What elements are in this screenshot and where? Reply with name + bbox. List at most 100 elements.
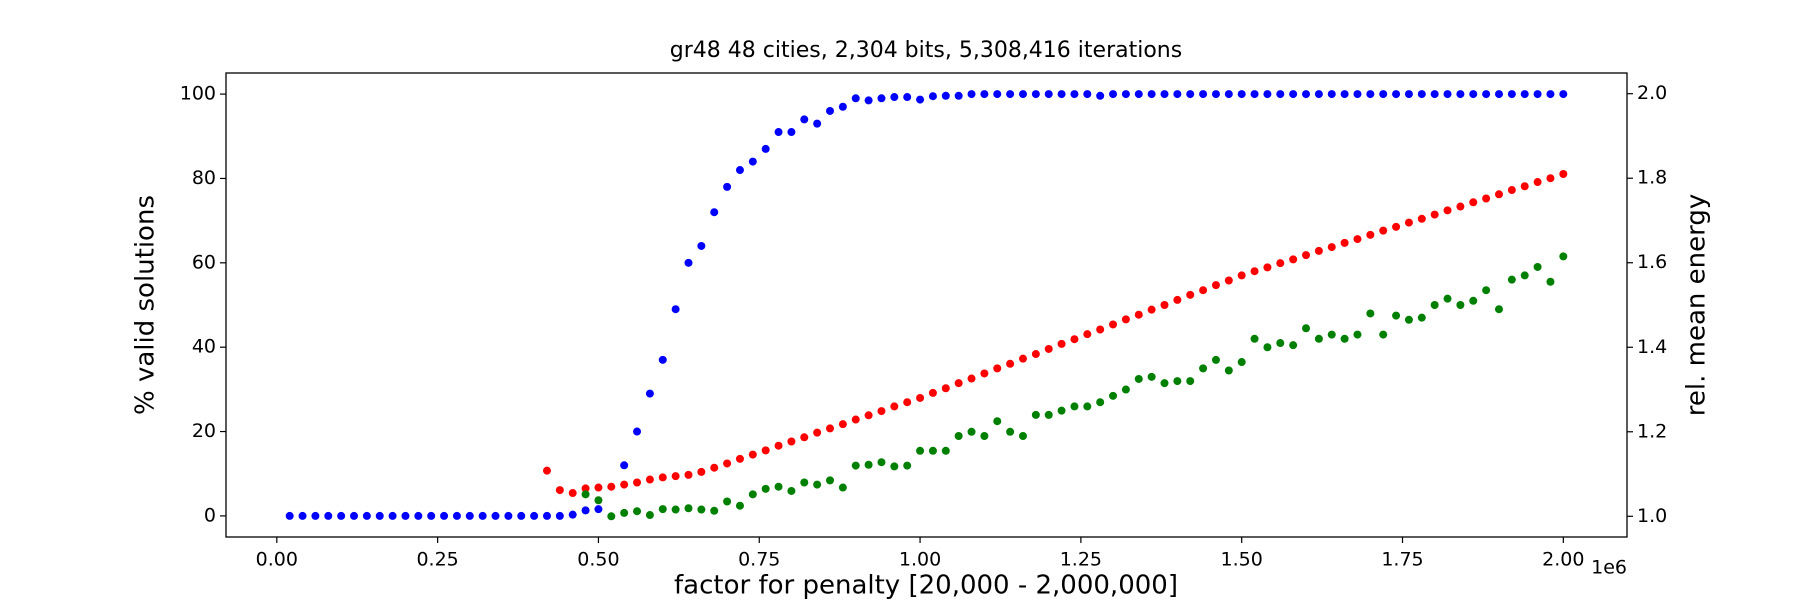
point [1147,305,1156,314]
point [980,90,989,99]
point [1250,90,1259,99]
point [1096,325,1105,334]
point [800,478,809,487]
point [954,91,963,100]
point [633,507,642,516]
point [967,374,976,383]
point [877,458,886,467]
point [1147,90,1156,99]
point [1083,330,1092,339]
point [1353,90,1362,99]
point [1392,311,1401,320]
point [1340,334,1349,343]
point [1507,186,1516,195]
point [478,511,487,520]
point [735,501,744,510]
point [671,305,680,314]
x-axis-label: factor for penalty [20,000 - 2,000,000] [674,571,1178,600]
point [864,96,873,105]
point [1340,90,1349,99]
y-tick-label: 40 [192,336,216,358]
point [928,388,937,397]
point [774,482,783,491]
point [517,511,526,520]
point [1096,398,1105,407]
point [1456,202,1465,211]
point [1494,90,1503,99]
y2-axis-label: rel. mean energy [1682,194,1712,416]
point [993,90,1002,99]
point [1520,90,1529,99]
y-tick-label: 80 [192,167,216,189]
point [1121,385,1130,394]
point [684,504,693,513]
point [941,384,950,393]
point [1057,339,1066,348]
point [774,128,783,137]
point [285,511,294,520]
point [710,463,719,472]
y-tick-label: 60 [192,251,216,273]
point [1018,354,1027,363]
point [1263,263,1272,272]
point [1211,281,1220,290]
point [735,166,744,175]
point [1070,90,1079,99]
point [838,102,847,111]
point [1250,267,1259,276]
point [735,454,744,463]
x-tick-label: 0.50 [577,549,619,571]
point [1031,350,1040,359]
point [1057,406,1066,415]
point [581,490,590,499]
point [980,432,989,441]
point [555,486,564,495]
point [1482,90,1491,99]
point [1546,277,1555,286]
point [1109,90,1118,99]
point [748,157,757,166]
point [568,489,577,498]
point [1327,243,1336,252]
point [1417,214,1426,223]
point [1482,286,1491,295]
point [1392,90,1401,99]
point [800,115,809,124]
point [787,128,796,137]
point [491,511,500,520]
point [1417,90,1426,99]
point [1507,275,1516,284]
point [1366,90,1375,99]
point [658,355,667,364]
point [1134,374,1143,383]
point [710,208,719,217]
point [1186,290,1195,299]
point [1469,296,1478,305]
point [1160,90,1169,99]
point [337,511,346,520]
point [1070,335,1079,344]
point [1289,255,1298,264]
point [1263,343,1272,352]
point [1417,313,1426,322]
point [414,511,423,520]
point [864,411,873,420]
point [388,511,397,520]
point [1276,259,1285,268]
point [1134,90,1143,99]
x-tick-label: 1.50 [1221,549,1263,571]
point [838,420,847,429]
point [1250,334,1259,343]
point [362,511,371,520]
point [1083,90,1092,99]
point [645,389,654,398]
point [401,511,410,520]
point [748,490,757,499]
point [1160,301,1169,309]
plot-frame [225,72,1628,538]
point [993,364,1002,373]
point [542,466,551,475]
point [1430,210,1439,219]
point [1430,301,1439,309]
